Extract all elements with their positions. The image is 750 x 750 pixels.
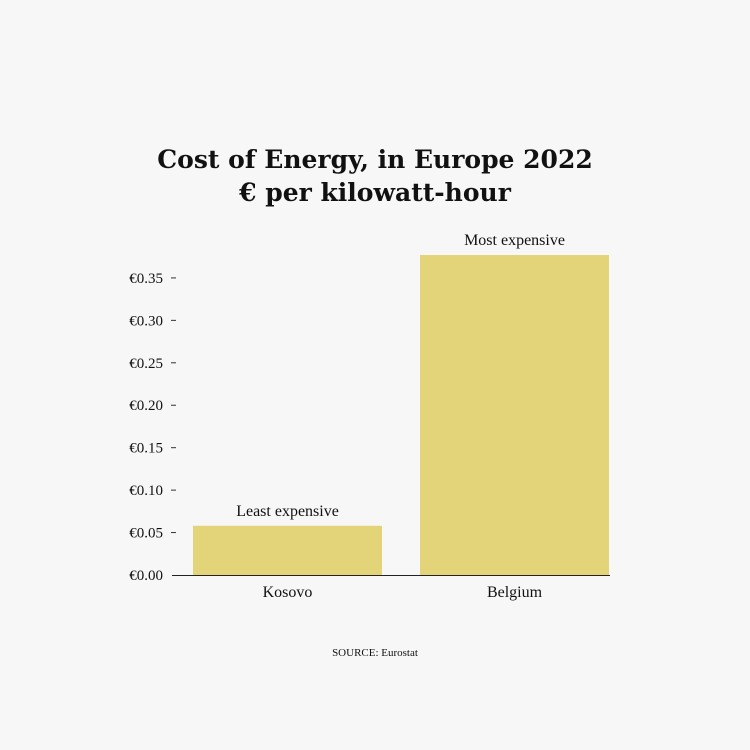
chart-subtitle: € per kilowatt-hour xyxy=(238,178,512,207)
y-tick-label: €0.20 xyxy=(129,398,163,414)
y-tick-label: €0.15 xyxy=(129,441,163,457)
source-note: SOURCE: Eurostat xyxy=(332,647,418,659)
y-tick-label: €0.00 xyxy=(129,568,163,584)
bar-annotation: Least expensive xyxy=(236,503,339,520)
y-tick-label: €0.30 xyxy=(129,313,163,329)
bar-kosovo xyxy=(193,525,382,575)
y-tick-label: €0.05 xyxy=(129,526,163,542)
y-tick-label: €0.25 xyxy=(129,356,163,372)
bars-group: Kosovo Least expensive Belgium Most expensi… xyxy=(193,232,609,601)
y-tick-label: €0.10 xyxy=(129,483,163,499)
y-axis: €0.00 €0.05 €0.10 €0.15 €0.20 €0.25 €0.30 €0.35 xyxy=(129,271,176,584)
x-category-label: Belgium xyxy=(487,584,543,601)
y-tick-label: €0.35 xyxy=(129,271,163,287)
bar-annotation: Most expensive xyxy=(464,232,565,249)
bar-belgium xyxy=(420,255,609,575)
chart-title: Cost of Energy, in Europe 2022 xyxy=(157,145,593,174)
x-category-label: Kosovo xyxy=(263,584,313,601)
